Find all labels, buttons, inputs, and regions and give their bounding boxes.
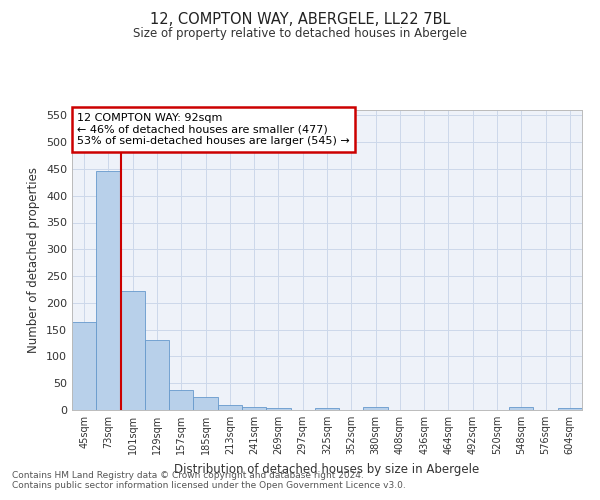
- Bar: [121, 291, 145, 410]
- Bar: [145, 340, 169, 410]
- Text: 12, COMPTON WAY, ABERGELE, LL22 7BL: 12, COMPTON WAY, ABERGELE, LL22 7BL: [150, 12, 450, 28]
- Text: 12 COMPTON WAY: 92sqm
← 46% of detached houses are smaller (477)
53% of semi-det: 12 COMPTON WAY: 92sqm ← 46% of detached …: [77, 113, 350, 146]
- Bar: [218, 404, 242, 410]
- Bar: [558, 408, 582, 410]
- Bar: [242, 408, 266, 410]
- Bar: [96, 170, 121, 410]
- Bar: [169, 390, 193, 410]
- Text: Size of property relative to detached houses in Abergele: Size of property relative to detached ho…: [133, 28, 467, 40]
- Bar: [193, 396, 218, 410]
- Bar: [364, 408, 388, 410]
- Bar: [315, 408, 339, 410]
- X-axis label: Distribution of detached houses by size in Abergele: Distribution of detached houses by size …: [175, 462, 479, 475]
- Bar: [266, 408, 290, 410]
- Bar: [509, 408, 533, 410]
- Text: Contains HM Land Registry data © Crown copyright and database right 2024.
Contai: Contains HM Land Registry data © Crown c…: [12, 470, 406, 490]
- Bar: [72, 322, 96, 410]
- Y-axis label: Number of detached properties: Number of detached properties: [28, 167, 40, 353]
